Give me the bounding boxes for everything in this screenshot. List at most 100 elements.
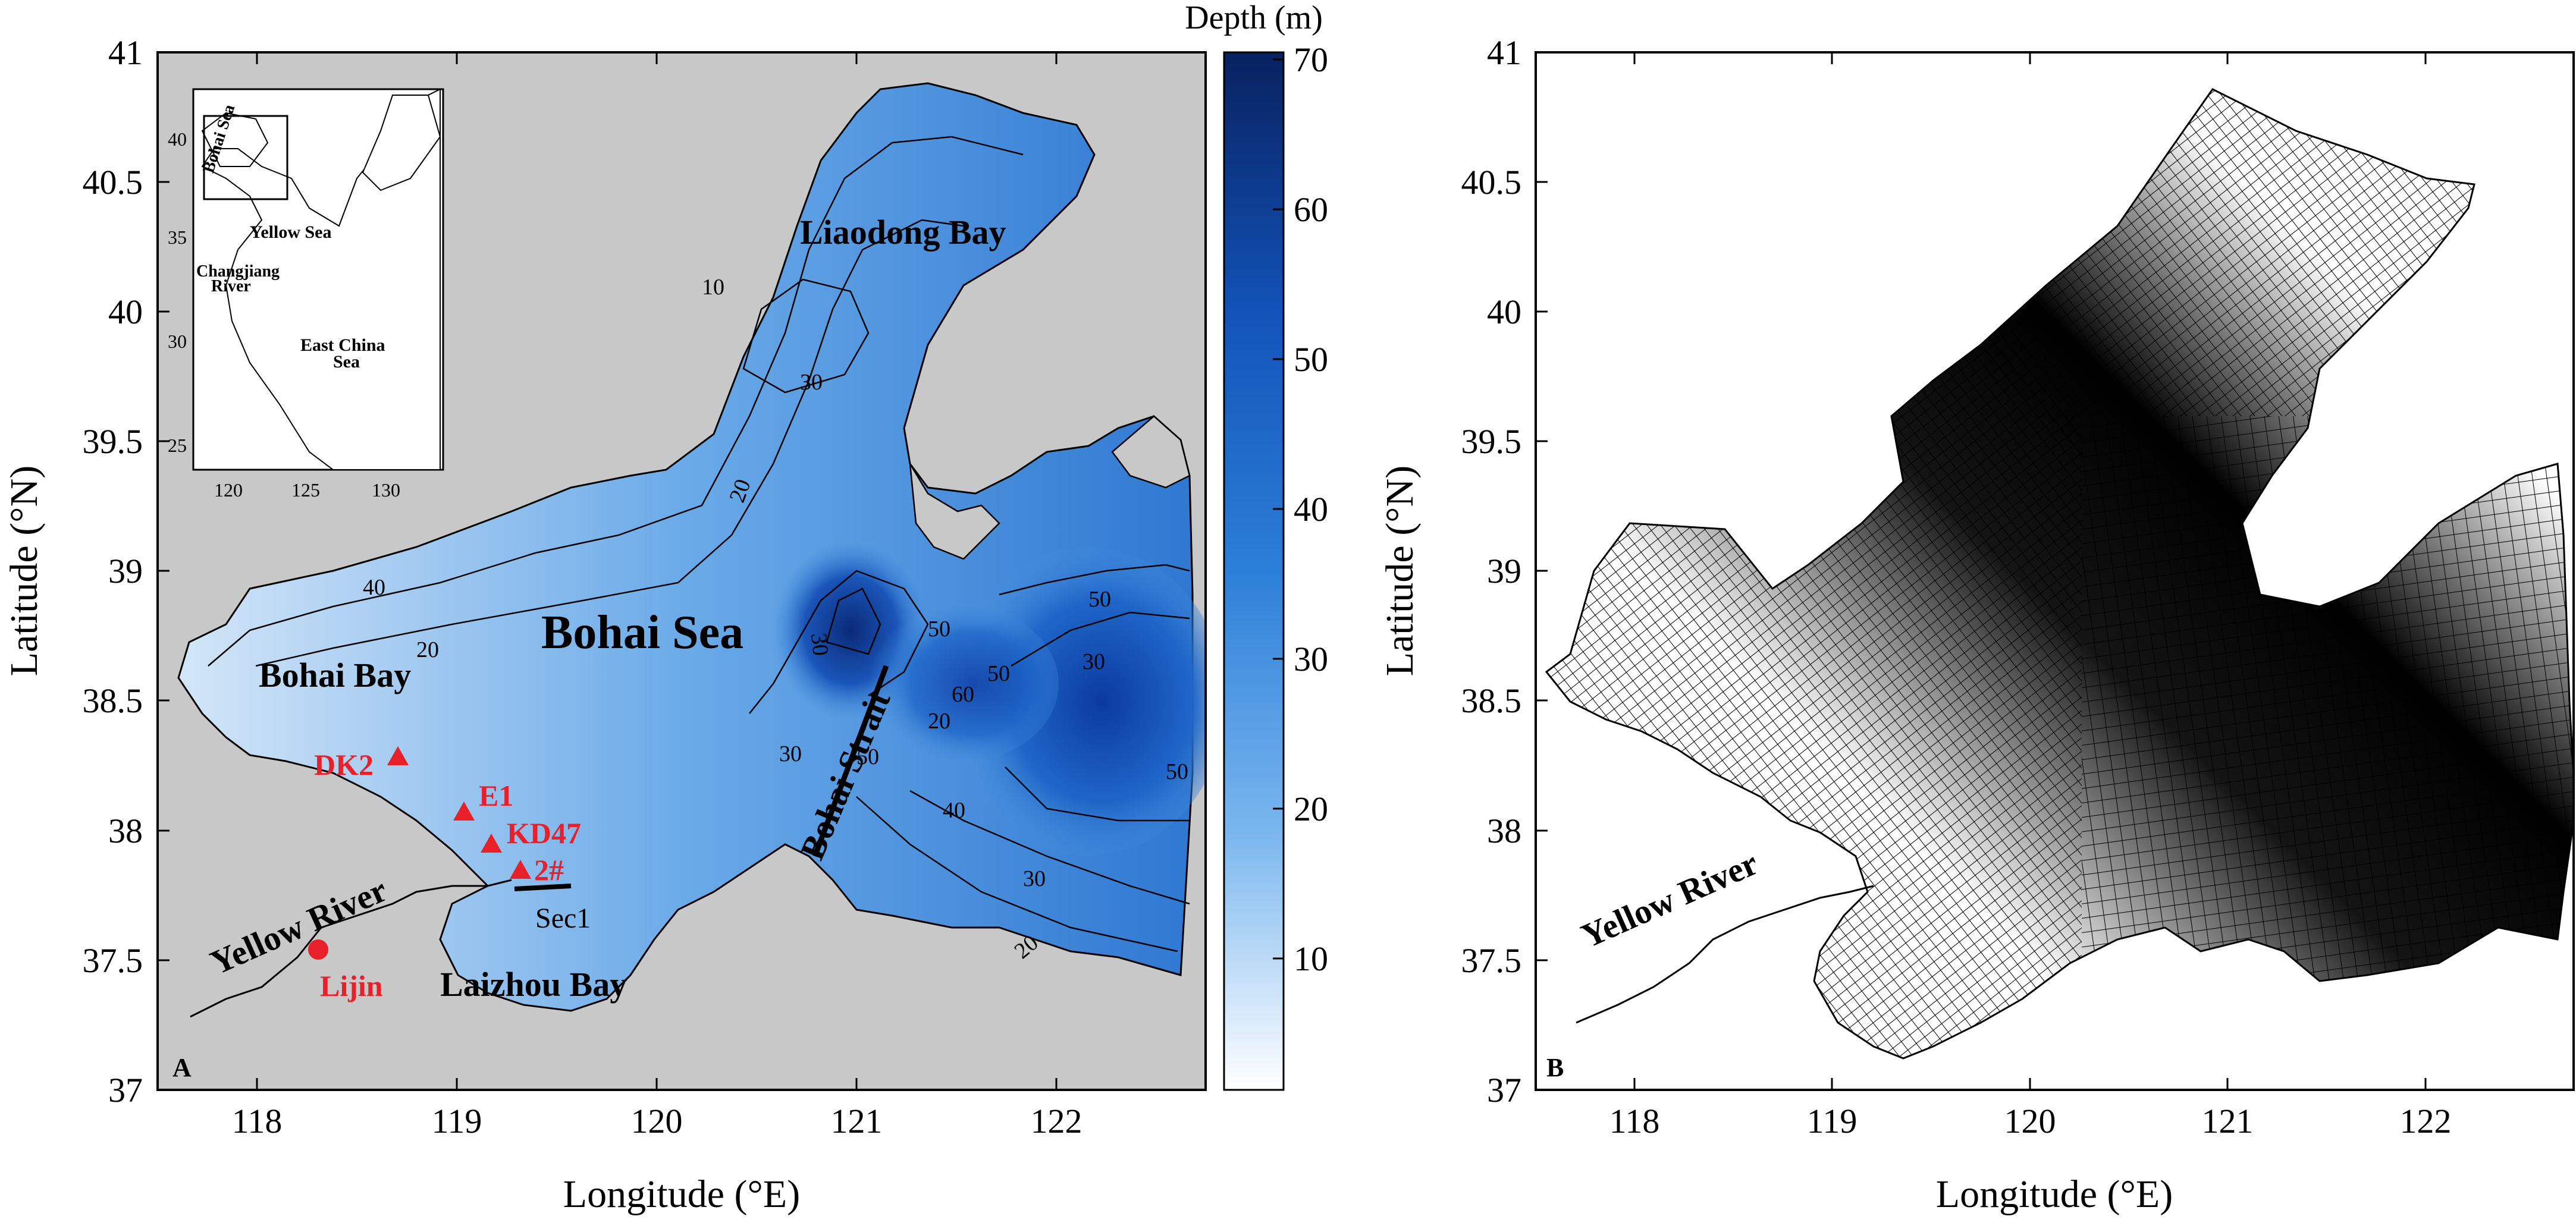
panel-b-yticks: 41 40.5 40 39.5 39 38.5 38 37.5 37 — [1461, 33, 1522, 1109]
label-liaodong-bay: Liaodong Bay — [800, 213, 1006, 252]
ytick-label: 40.5 — [83, 163, 143, 202]
panel-a-xlabel: Longitude (°E) — [563, 1173, 800, 1216]
ytick-label: 39 — [108, 552, 143, 590]
panel-b-yellow-river-line — [1576, 885, 1874, 1024]
colorbar: Depth (m) 70 60 50 40 30 20 10 — [1185, 0, 1328, 1091]
stations: DK2 E1 KD47 2# Lijin — [308, 746, 581, 1002]
contour-label: 50 — [1166, 759, 1188, 784]
inset-ytick: 40 — [168, 128, 187, 150]
ytick-label: 38 — [108, 812, 143, 850]
colorbar-title: Depth (m) — [1185, 0, 1323, 36]
ytick-label: 37.5 — [1461, 941, 1522, 980]
ytick-label: 37 — [1487, 1071, 1521, 1109]
station-kd47-marker — [481, 834, 502, 853]
xtick-label: 119 — [432, 1102, 482, 1140]
contour-label: 40 — [943, 798, 965, 823]
contour-label: 20 — [928, 709, 950, 734]
inset-label-yellow-sea: Yellow Sea — [250, 222, 332, 242]
yellow-river-line — [190, 879, 512, 1018]
panel-b-label: B — [1546, 1053, 1564, 1082]
ytick-label: 37.5 — [83, 941, 143, 980]
ytick-label: 39 — [1487, 552, 1521, 590]
colorbar-gradient — [1223, 51, 1285, 1091]
ytick-label: 39.5 — [1461, 422, 1522, 461]
ytick-label: 40 — [1487, 293, 1521, 331]
colorbar-tick: 50 — [1294, 340, 1328, 379]
inset-ytick: 35 — [168, 227, 187, 248]
panel-a-yticks: 41 40.5 40 39.5 39 38.5 38 37.5 37 — [83, 33, 143, 1109]
xtick-label: 120 — [631, 1102, 683, 1140]
inset-label-river: River — [211, 277, 251, 296]
inset-ytick: 30 — [168, 331, 187, 352]
panel-b-xticks: 118 119 120 121 122 — [1609, 1102, 2452, 1140]
panel-a-label: A — [172, 1053, 192, 1082]
inset-ytick: 25 — [168, 435, 187, 456]
ytick-label: 41 — [108, 33, 143, 72]
ytick-label: 39.5 — [83, 422, 143, 461]
xtick-label: 121 — [2202, 1102, 2254, 1140]
sec1-line — [514, 884, 572, 891]
panel-a: Bohai Sea Yellow Sea Changjiang River Ea… — [2, 0, 1328, 1216]
label-sec1: Sec1 — [535, 903, 591, 934]
colorbar-tick: 60 — [1294, 190, 1328, 229]
inset-xtick: 120 — [214, 479, 243, 501]
xtick-label: 120 — [2004, 1102, 2056, 1140]
contour-label: 30 — [1023, 866, 1046, 891]
depth-contours — [208, 136, 1190, 953]
colorbar-tick: 40 — [1294, 490, 1328, 529]
ytick-label: 38.5 — [83, 681, 143, 720]
contour-label: 50 — [928, 617, 950, 642]
label-laizhou-bay: Laizhou Bay — [440, 965, 627, 1004]
colorbar-tick: 30 — [1294, 640, 1328, 678]
xtick-label: 121 — [831, 1102, 883, 1140]
contour-label: 30 — [806, 632, 833, 657]
ytick-label: 41 — [1487, 33, 1521, 72]
xtick-label: 118 — [1609, 1102, 1660, 1140]
contour-label: 50 — [987, 661, 1010, 686]
station-2-marker — [510, 860, 531, 879]
label-bohai-sea: Bohai Sea — [541, 606, 743, 659]
panel-a-ticks — [158, 51, 1058, 1091]
inset-map: Bohai Sea Yellow Sea Changjiang River Ea… — [168, 88, 444, 501]
contour-label: 60 — [952, 682, 974, 707]
colorbar-tick: 70 — [1294, 40, 1328, 79]
inset-label-sea: Sea — [333, 352, 360, 372]
ytick-label: 40 — [108, 293, 143, 331]
xtick-label: 122 — [1031, 1102, 1083, 1140]
inset-xtick: 130 — [372, 479, 400, 501]
contour-label: 30 — [800, 370, 823, 395]
panel-b-ticks — [1536, 51, 2427, 1091]
station-dk2-label: DK2 — [314, 748, 374, 781]
inset-xtick: 125 — [291, 479, 320, 501]
xtick-label: 118 — [232, 1102, 283, 1140]
station-e1-label: E1 — [479, 779, 513, 812]
inset-bohai-box — [203, 115, 288, 200]
station-e1-marker — [453, 801, 475, 821]
panel-b-xlabel: Longitude (°E) — [1936, 1173, 2173, 1216]
xtick-label: 122 — [2400, 1102, 2452, 1140]
ytick-label: 38 — [1487, 812, 1521, 850]
station-lijin-label: Lijin — [320, 969, 383, 1002]
colorbar-tick: 10 — [1294, 939, 1328, 978]
panel-b: Yellow River B 118 119 120 121 122 41 40… — [1378, 33, 2575, 1216]
colorbar-tick: 20 — [1294, 790, 1328, 828]
station-2-label: 2# — [534, 853, 564, 887]
panel-b-ylabel: Latitude (°N) — [1378, 466, 1422, 676]
xtick-label: 119 — [1807, 1102, 1858, 1140]
contour-label: 10 — [702, 275, 724, 300]
contour-label: 30 — [779, 741, 802, 766]
contour-label: 30 — [1083, 649, 1105, 674]
panel-a-xticks: 118 119 120 121 122 — [232, 1102, 1083, 1140]
ytick-label: 37 — [108, 1071, 143, 1109]
bohai-strait-line — [812, 665, 889, 857]
station-lijin-marker — [308, 939, 328, 960]
ytick-label: 38.5 — [1461, 681, 1522, 720]
contour-label: 50 — [1088, 587, 1111, 612]
ytick-label: 40.5 — [1461, 163, 1522, 202]
station-kd47-label: KD47 — [507, 816, 581, 850]
station-dk2-marker — [387, 746, 409, 765]
panel-a-ylabel: Latitude (°N) — [2, 466, 46, 676]
contour-label: 40 — [363, 575, 385, 600]
contour-label: 20 — [416, 637, 439, 662]
